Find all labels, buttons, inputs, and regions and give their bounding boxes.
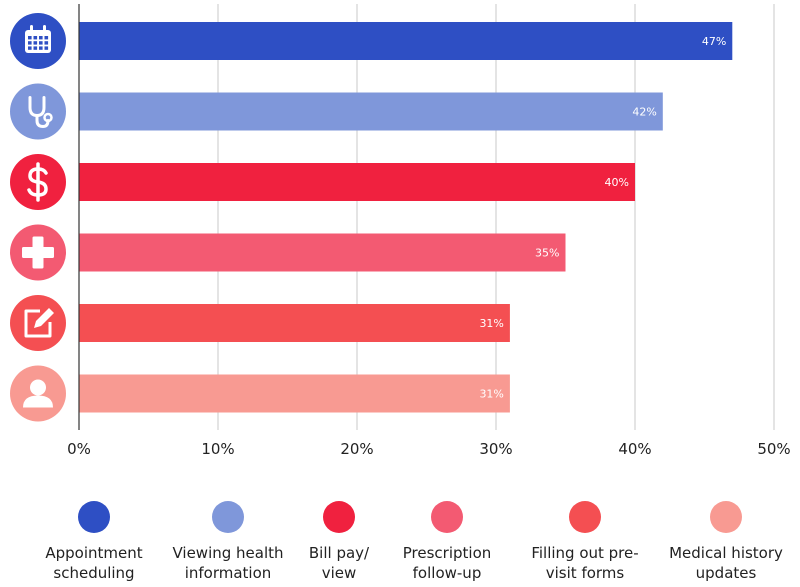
bars: 47% 42% 40% 35% 31% 31% bbox=[79, 22, 733, 413]
legend-item: Prescription follow-up bbox=[403, 501, 492, 582]
legend-swatch bbox=[431, 501, 463, 533]
bar bbox=[79, 233, 566, 272]
legend-label: view bbox=[322, 564, 357, 582]
legend: Appointment scheduling Viewing health infor… bbox=[45, 501, 783, 582]
stethoscope-icon bbox=[10, 83, 66, 140]
x-tick-label: 10% bbox=[201, 440, 234, 458]
legend-label: Prescription bbox=[403, 544, 492, 562]
x-tick-label: 50% bbox=[757, 440, 790, 458]
calendar-icon bbox=[10, 13, 66, 69]
bar bbox=[79, 304, 510, 342]
legend-label: Filling out pre- bbox=[531, 544, 638, 562]
bar-value-label: 40% bbox=[605, 176, 629, 189]
legend-item: Filling out pre-visit forms bbox=[531, 501, 639, 582]
x-tick-label: 40% bbox=[618, 440, 651, 458]
legend-label: follow-up bbox=[413, 564, 482, 582]
category-icons bbox=[10, 13, 66, 422]
bar bbox=[79, 22, 733, 60]
bar bbox=[79, 374, 510, 413]
bar-value-label: 31% bbox=[479, 317, 503, 330]
legend-item: Appointment scheduling bbox=[45, 501, 143, 582]
edit-form-icon bbox=[10, 295, 66, 351]
legend-swatch bbox=[323, 501, 355, 533]
x-axis: 0% 10% 20% 30% 40% 50% bbox=[67, 4, 791, 458]
x-tick-label: 0% bbox=[67, 440, 91, 458]
x-tick-label: 30% bbox=[479, 440, 512, 458]
legend-label: Medical history bbox=[669, 544, 783, 562]
dollar-icon bbox=[10, 154, 66, 210]
bar-value-label: 35% bbox=[535, 247, 559, 260]
legend-item: Bill pay/view bbox=[309, 501, 370, 582]
bar-value-label: 42% bbox=[632, 106, 656, 119]
legend-item: Viewing health information bbox=[172, 501, 284, 582]
legend-label: visit forms bbox=[546, 564, 625, 582]
legend-swatch bbox=[569, 501, 601, 533]
medical-cross-icon bbox=[10, 224, 66, 281]
legend-swatch bbox=[78, 501, 110, 533]
bar bbox=[79, 163, 635, 201]
legend-label: Bill pay/ bbox=[309, 544, 370, 562]
legend-label: information bbox=[185, 564, 272, 582]
legend-label: Appointment bbox=[45, 544, 142, 562]
legend-item: Medical history updates bbox=[669, 501, 783, 582]
legend-label: Viewing health bbox=[172, 544, 283, 562]
user-icon bbox=[10, 365, 66, 422]
legend-label: updates bbox=[696, 564, 757, 582]
bar bbox=[79, 92, 663, 131]
legend-swatch bbox=[710, 501, 742, 533]
legend-label: scheduling bbox=[53, 564, 134, 582]
legend-swatch bbox=[212, 501, 244, 533]
bar-value-label: 47% bbox=[702, 35, 726, 48]
x-tick-label: 20% bbox=[340, 440, 373, 458]
bar-value-label: 31% bbox=[479, 388, 503, 401]
gridlines bbox=[217, 4, 775, 430]
